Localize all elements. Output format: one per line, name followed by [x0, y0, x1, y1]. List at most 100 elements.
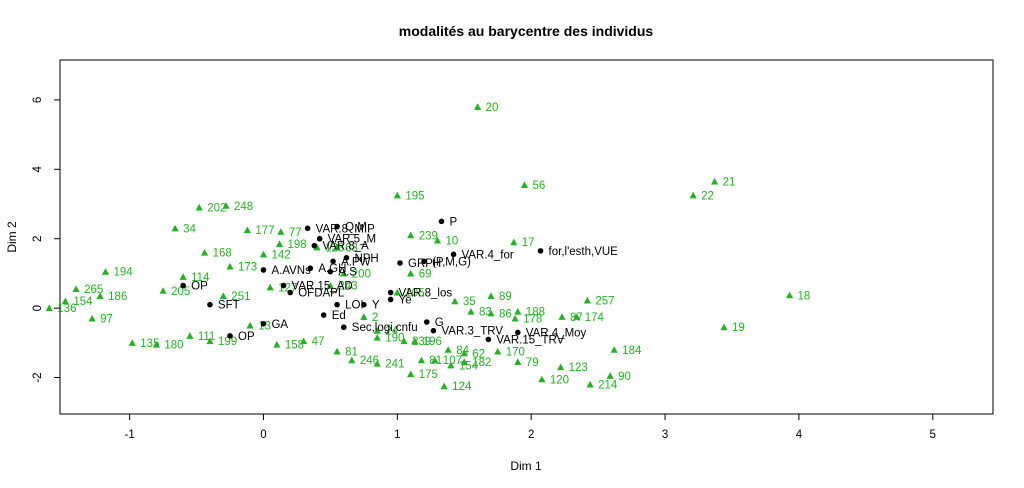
- individual-point: [326, 281, 334, 289]
- individual-label: 83: [479, 307, 492, 319]
- modality-label: VAR.8_los: [399, 288, 453, 300]
- individual-label: 105: [405, 288, 424, 300]
- individual-point: [451, 297, 459, 305]
- modality-point: [316, 235, 323, 242]
- individual-label: 241: [385, 359, 404, 371]
- individual-point: [333, 347, 341, 355]
- x-tick-label: 3: [662, 429, 668, 441]
- individual-point: [460, 349, 468, 357]
- individual-point: [411, 337, 419, 345]
- individual-point: [373, 334, 381, 341]
- modality-point: [343, 255, 350, 261]
- individual-point: [606, 372, 614, 379]
- individual-point: [360, 313, 368, 320]
- individual-label: 265: [84, 284, 103, 296]
- individual-label: 200: [352, 268, 371, 280]
- individual-point: [511, 314, 519, 322]
- y-axis: -2 0 2 4 6: [32, 97, 60, 383]
- modality-point: [485, 336, 492, 343]
- individual-point: [710, 177, 719, 185]
- individual-point: [275, 240, 284, 247]
- modality-label: for,l'esth,VUE: [549, 246, 619, 258]
- modality-point: [514, 329, 521, 336]
- individual-point: [340, 269, 348, 277]
- individual-label: 158: [285, 340, 304, 352]
- modality-point: [207, 301, 213, 308]
- modality-label: NPH: [354, 253, 378, 265]
- individual-label: 77: [289, 227, 302, 239]
- individual-point: [407, 370, 415, 378]
- individual-label: 195: [405, 190, 424, 202]
- individual-point: [171, 224, 179, 232]
- modality-point: [450, 251, 457, 258]
- individual-label: 20: [486, 102, 499, 114]
- y-tick-label: 2: [32, 236, 44, 242]
- individual-point: [407, 269, 415, 277]
- modality-point: [430, 327, 437, 334]
- x-tick-label: -1: [124, 429, 134, 441]
- modality-label: VAR.8_MIP: [316, 223, 376, 235]
- individual-point: [407, 231, 415, 239]
- individual-label: 21: [723, 176, 736, 188]
- individual-label: 19: [732, 322, 745, 334]
- individual-point: [200, 249, 209, 256]
- modality-label: Q.M: [345, 222, 367, 234]
- y-axis-label: Dim 2: [5, 221, 19, 253]
- modality-point: [260, 320, 267, 327]
- individual-point: [277, 228, 285, 235]
- modality-point: [307, 265, 314, 272]
- x-axis: -1 0 1 2 3 4 5: [124, 413, 936, 441]
- individual-label: 120: [550, 374, 569, 386]
- individual-label: 47: [312, 336, 325, 348]
- modality-point: [387, 296, 394, 303]
- individual-label: 90: [618, 371, 631, 383]
- individual-label: 89: [499, 291, 512, 303]
- individual-label: 246: [360, 355, 379, 367]
- individual-point: [586, 380, 594, 388]
- x-tick-label: 0: [260, 429, 266, 441]
- modality-point: [334, 223, 340, 230]
- modality-point: [327, 268, 334, 275]
- modality-label: A.GH: [318, 263, 346, 275]
- individual-point: [440, 382, 448, 390]
- individual-label: 111: [198, 331, 215, 343]
- individual-point: [266, 283, 274, 291]
- individual-label: 190: [385, 333, 404, 345]
- individual-label: 136: [57, 303, 76, 315]
- modality-point: [387, 289, 394, 296]
- individual-point: [72, 285, 80, 293]
- individual-point: [206, 337, 214, 345]
- y-tick-label: 4: [32, 166, 44, 173]
- individual-point: [222, 202, 230, 209]
- individual-label: 173: [238, 262, 257, 274]
- x-tick-label: 5: [930, 429, 936, 441]
- individual-label: 124: [452, 381, 472, 393]
- individual-label: 180: [164, 340, 183, 352]
- modality-point: [330, 258, 336, 265]
- individual-label: 248: [234, 201, 253, 213]
- individual-label: 205: [171, 286, 190, 298]
- individual-label: 168: [213, 248, 232, 260]
- individual-label: 142: [271, 249, 290, 261]
- individual-point: [373, 360, 381, 367]
- individual-point: [538, 375, 546, 383]
- individual-point: [494, 347, 502, 355]
- modality-point: [361, 301, 367, 308]
- individual-label: 214: [598, 380, 618, 392]
- individual-point: [520, 181, 529, 188]
- modality-point: [421, 258, 427, 265]
- individual-label: 79: [526, 357, 539, 369]
- modality-label: VAR.15_TRV: [496, 334, 564, 346]
- individual-point: [219, 292, 227, 299]
- individual-label: 186: [108, 291, 127, 303]
- individual-label: 177: [255, 225, 274, 237]
- individual-label: 2: [372, 312, 378, 324]
- modality-point: [180, 282, 186, 289]
- individual-point: [179, 273, 187, 280]
- individual-label: 202: [207, 203, 226, 215]
- individual-label: 188: [526, 307, 545, 319]
- individual-label: 257: [595, 296, 614, 308]
- individual-label: 17: [522, 237, 535, 249]
- modality-point: [320, 312, 327, 318]
- individual-point: [474, 103, 482, 110]
